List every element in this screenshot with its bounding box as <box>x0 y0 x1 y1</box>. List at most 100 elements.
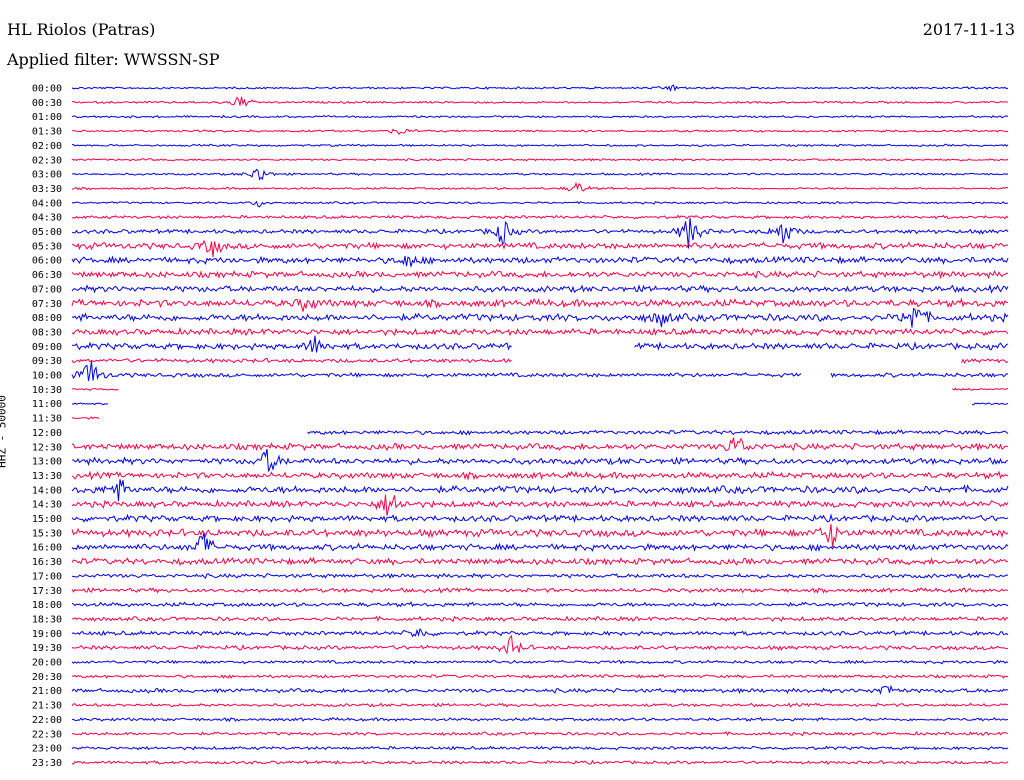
trace-line <box>71 601 1009 608</box>
trace-line <box>71 143 1009 148</box>
time-tick-label: 20:00 <box>32 658 62 669</box>
trace-line <box>71 437 1009 452</box>
trace-line <box>71 470 1009 481</box>
trace-line <box>71 270 1009 280</box>
time-tick-label: 21:30 <box>32 701 62 712</box>
trace-line <box>71 387 1009 391</box>
time-tick-labels: 00:00 00:30 01:00 01:30 02:00 02:30 03:00 03:30… <box>32 84 62 769</box>
time-tick-label: 04:30 <box>32 213 62 224</box>
time-tick-label: 04:00 <box>32 198 62 209</box>
trace-line <box>71 214 1009 220</box>
time-tick-label: 07:00 <box>32 284 62 295</box>
trace-line <box>71 416 100 420</box>
time-tick-label: 22:30 <box>32 729 62 740</box>
time-tick-label: 10:00 <box>32 371 62 382</box>
trace-line <box>71 627 1009 638</box>
trace-line <box>71 634 1009 655</box>
time-tick-label: 18:00 <box>32 600 62 611</box>
trace-line <box>71 556 1009 567</box>
trace-line <box>71 479 1009 501</box>
time-tick-label: 13:30 <box>32 471 62 482</box>
time-tick-label: 11:30 <box>32 414 62 425</box>
time-tick-label: 21:00 <box>32 686 62 697</box>
time-tick-label: 09:00 <box>32 342 62 353</box>
trace-line <box>71 357 1009 364</box>
trace-line <box>307 429 1009 436</box>
time-tick-label: 10:30 <box>32 385 62 396</box>
date-label: 2017-11-13 <box>922 20 1015 39</box>
trace-line <box>71 284 1009 294</box>
trace-line <box>71 586 1009 594</box>
time-tick-label: 02:00 <box>32 141 62 152</box>
trace-line <box>71 255 1009 267</box>
trace-line <box>71 335 1009 353</box>
time-tick-label: 16:00 <box>32 543 62 554</box>
time-tick-label: 19:00 <box>32 629 62 640</box>
time-tick-label: 15:00 <box>32 514 62 525</box>
time-tick-label: 19:30 <box>32 643 62 654</box>
trace-line <box>71 200 1009 208</box>
time-tick-label: 08:30 <box>32 327 62 338</box>
time-tick-label: 17:00 <box>32 571 62 582</box>
trace-line <box>71 361 1009 381</box>
seismic-traces <box>71 84 1009 765</box>
time-tick-label: 22:00 <box>32 715 62 726</box>
time-tick-label: 16:30 <box>32 557 62 568</box>
time-tick-label: 11:00 <box>32 399 62 410</box>
time-tick-label: 12:00 <box>32 428 62 439</box>
time-tick-label: 06:30 <box>32 270 62 281</box>
trace-line <box>71 572 1009 580</box>
trace-line <box>71 745 1009 751</box>
trace-line <box>71 673 1009 679</box>
filter-label: Applied filter: WWSSN-SP <box>7 50 220 69</box>
trace-line <box>71 84 1009 92</box>
time-tick-label: 05:00 <box>32 227 62 238</box>
trace-line <box>71 448 1009 472</box>
time-tick-label: 03:30 <box>32 184 62 195</box>
time-tick-label: 03:00 <box>32 170 62 181</box>
time-tick-label: 17:30 <box>32 586 62 597</box>
time-tick-label: 23:30 <box>32 758 62 769</box>
time-tick-label: 07:30 <box>32 299 62 310</box>
trace-line <box>71 181 1009 192</box>
time-tick-label: 12:30 <box>32 442 62 453</box>
time-tick-label: 06:00 <box>32 256 62 267</box>
trace-line <box>71 114 1009 119</box>
time-tick-label: 02:30 <box>32 155 62 166</box>
trace-line <box>71 731 1009 737</box>
trace-line <box>71 157 1009 162</box>
trace-line <box>71 532 1009 552</box>
time-tick-label: 01:30 <box>32 127 62 138</box>
time-tick-label: 20:30 <box>32 672 62 683</box>
time-tick-label: 01:00 <box>32 112 62 123</box>
time-tick-label: 08:00 <box>32 313 62 324</box>
time-tick-label: 00:00 <box>32 84 62 95</box>
trace-line <box>71 716 1009 723</box>
trace-line <box>71 239 1009 258</box>
trace-line <box>71 297 1009 312</box>
time-tick-label: 15:30 <box>32 528 62 539</box>
trace-line <box>71 523 1009 548</box>
time-tick-label: 00:30 <box>32 98 62 109</box>
time-tick-label: 13:00 <box>32 457 62 468</box>
trace-line <box>71 494 1009 516</box>
time-tick-label: 14:30 <box>32 500 62 511</box>
trace-line <box>71 684 1009 695</box>
time-tick-label: 18:30 <box>32 614 62 625</box>
trace-line <box>71 759 1009 765</box>
time-tick-label: 05:30 <box>32 241 62 252</box>
trace-line <box>71 702 1009 708</box>
trace-line <box>71 307 1009 328</box>
trace-line <box>71 168 1009 181</box>
time-tick-label: 23:00 <box>32 744 62 755</box>
trace-line <box>71 128 1009 136</box>
trace-line <box>71 513 1009 524</box>
time-tick-label: 14:00 <box>32 485 62 496</box>
trace-line <box>71 96 1008 107</box>
trace-line <box>71 217 1009 249</box>
time-tick-label: 09:30 <box>32 356 62 367</box>
trace-line <box>71 326 1009 337</box>
trace-line <box>71 615 1009 623</box>
trace-line <box>71 659 1009 665</box>
